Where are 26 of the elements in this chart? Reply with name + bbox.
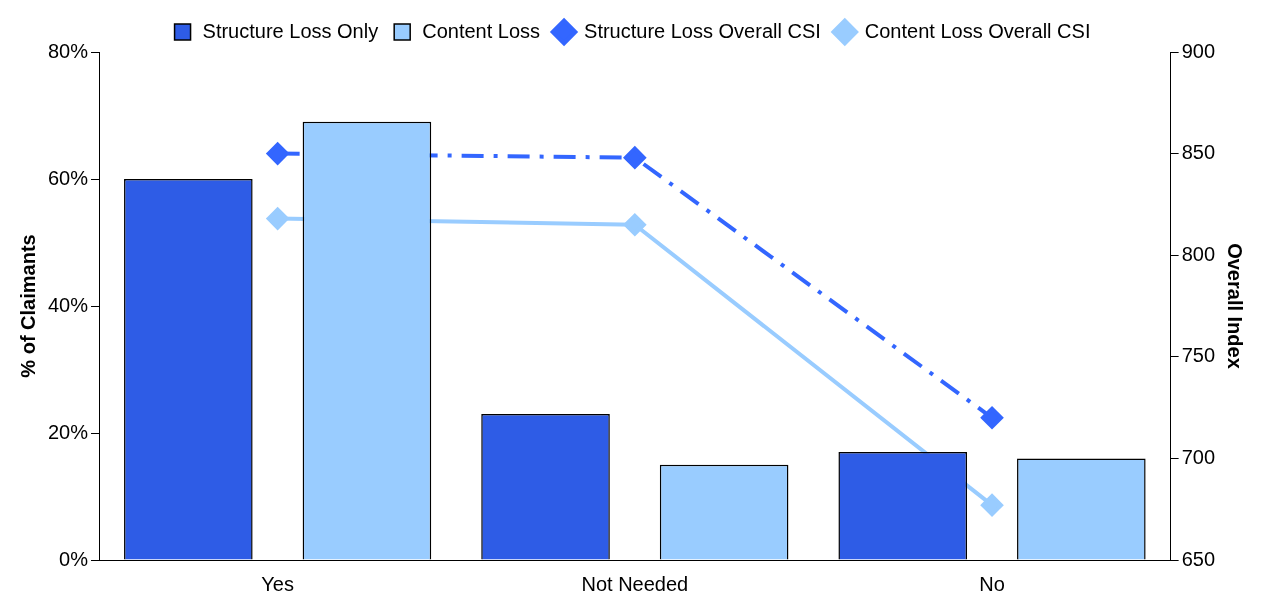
y2-tick-label: 700 <box>1181 445 1216 468</box>
legend-label: Structure Loss Only <box>202 19 379 42</box>
y-tick-label: 40% <box>48 293 89 316</box>
y2-tick-label: 650 <box>1181 547 1216 570</box>
y-axis-title: % of Claimants <box>16 234 39 378</box>
y2-tick-label: 850 <box>1181 141 1216 164</box>
y-tick-label: 0% <box>59 547 89 570</box>
legend-label: Content Loss Overall CSI <box>864 19 1091 42</box>
point <box>266 142 289 165</box>
x-tick-label: Not Needed <box>581 572 689 595</box>
y2-axis-title: Overall Index <box>1224 243 1247 369</box>
y-tick-label: 80% <box>48 39 89 62</box>
y2-tick-label: 750 <box>1181 344 1216 367</box>
y2-tick-label: 900 <box>1181 39 1216 62</box>
point <box>981 406 1004 429</box>
y-tick-label: 60% <box>48 166 89 189</box>
legend-label: Structure Loss Overall CSI <box>584 19 821 42</box>
point <box>981 494 1004 517</box>
legend-label: Content Loss <box>422 19 541 42</box>
x-tick-label: No <box>979 572 1005 595</box>
point <box>266 207 289 230</box>
point <box>623 146 646 169</box>
x-tick-label: Yes <box>261 572 294 595</box>
y2-tick-label: 800 <box>1181 242 1216 265</box>
y-tick-label: 20% <box>48 420 89 443</box>
point <box>623 213 646 236</box>
